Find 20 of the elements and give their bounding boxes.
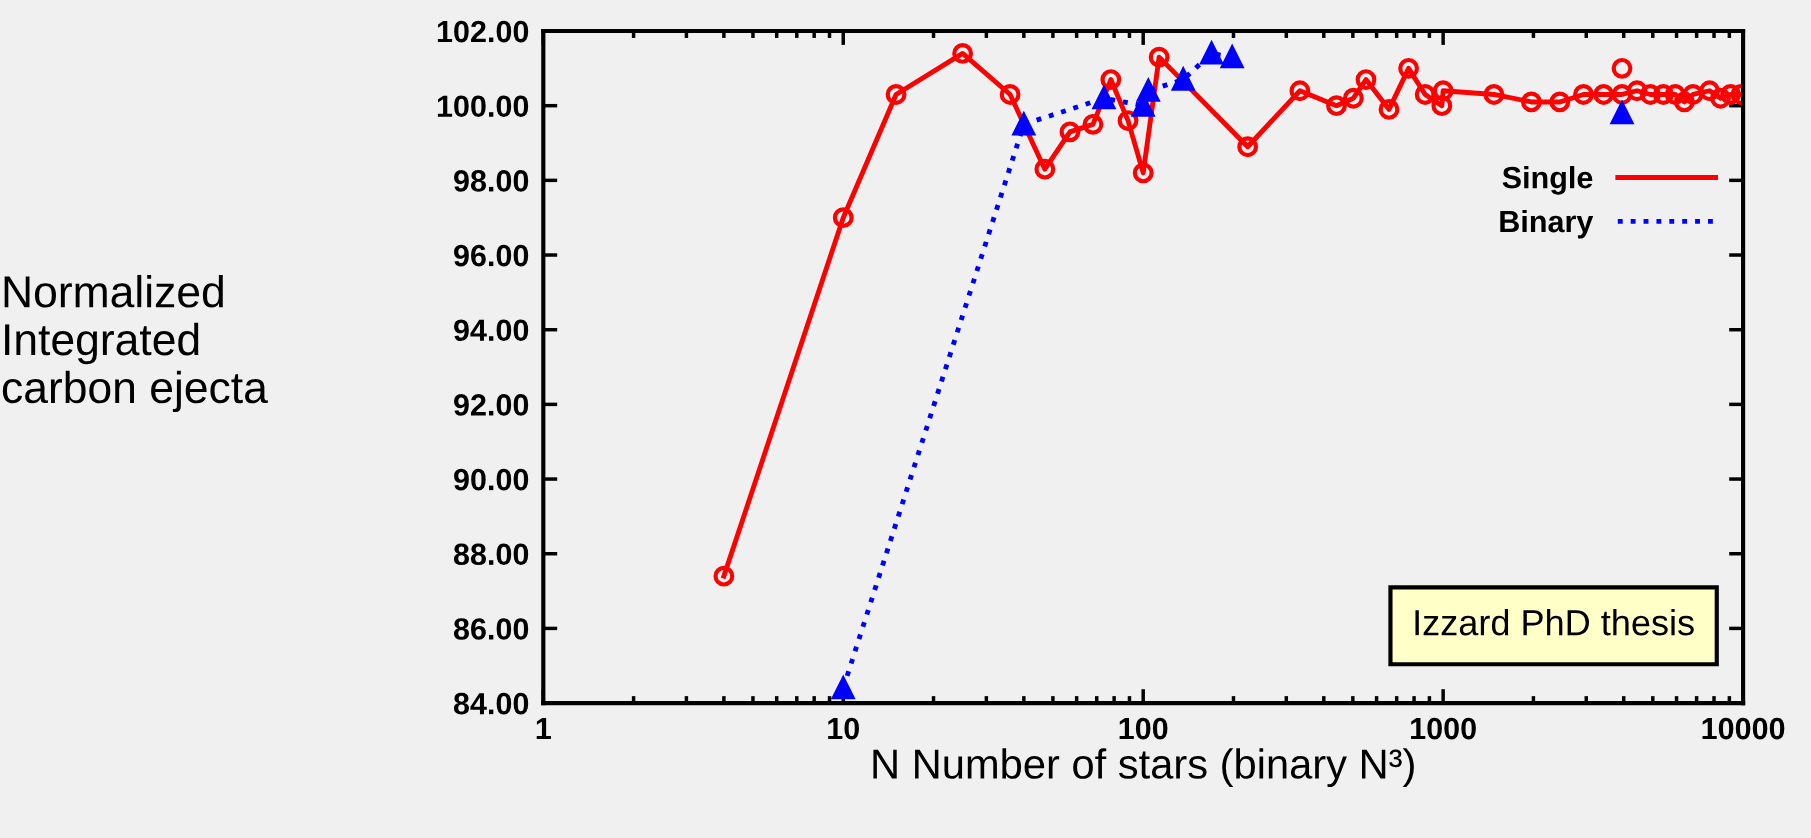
y-tick-label: 92.00 (454, 394, 529, 416)
y-tick-label: 96.00 (454, 244, 529, 267)
y-tick-label: 86.00 (453, 618, 529, 640)
x-axis-title: N Number of stars (binary N³) (873, 748, 1414, 788)
x-tick-label: 1000 (1411, 717, 1476, 740)
y-tick-label: 102.00 (437, 20, 529, 43)
y-tick-label: 100.00 (437, 95, 529, 118)
y-tick-label: 90.00 (454, 468, 529, 491)
x-tick-label: 1 (536, 718, 551, 740)
y-axis-title: Normalized Integrated carbon ejecta (2, 274, 268, 413)
x-tick-label: 100 (1119, 717, 1168, 740)
y-tick-label: 94.00 (454, 319, 529, 342)
x-tick-label: 10000 (1702, 717, 1785, 740)
legend-label: Single (1502, 166, 1593, 195)
annotation: Izzard PhD thesis (1415, 608, 1694, 636)
legend-label: Binary (1500, 209, 1594, 239)
y-tick-label: 88.00 (453, 543, 529, 566)
y-tick-label: 84.00 (453, 692, 529, 715)
y-tick-label: 98.00 (454, 170, 529, 192)
x-tick-label: 10 (828, 717, 859, 740)
